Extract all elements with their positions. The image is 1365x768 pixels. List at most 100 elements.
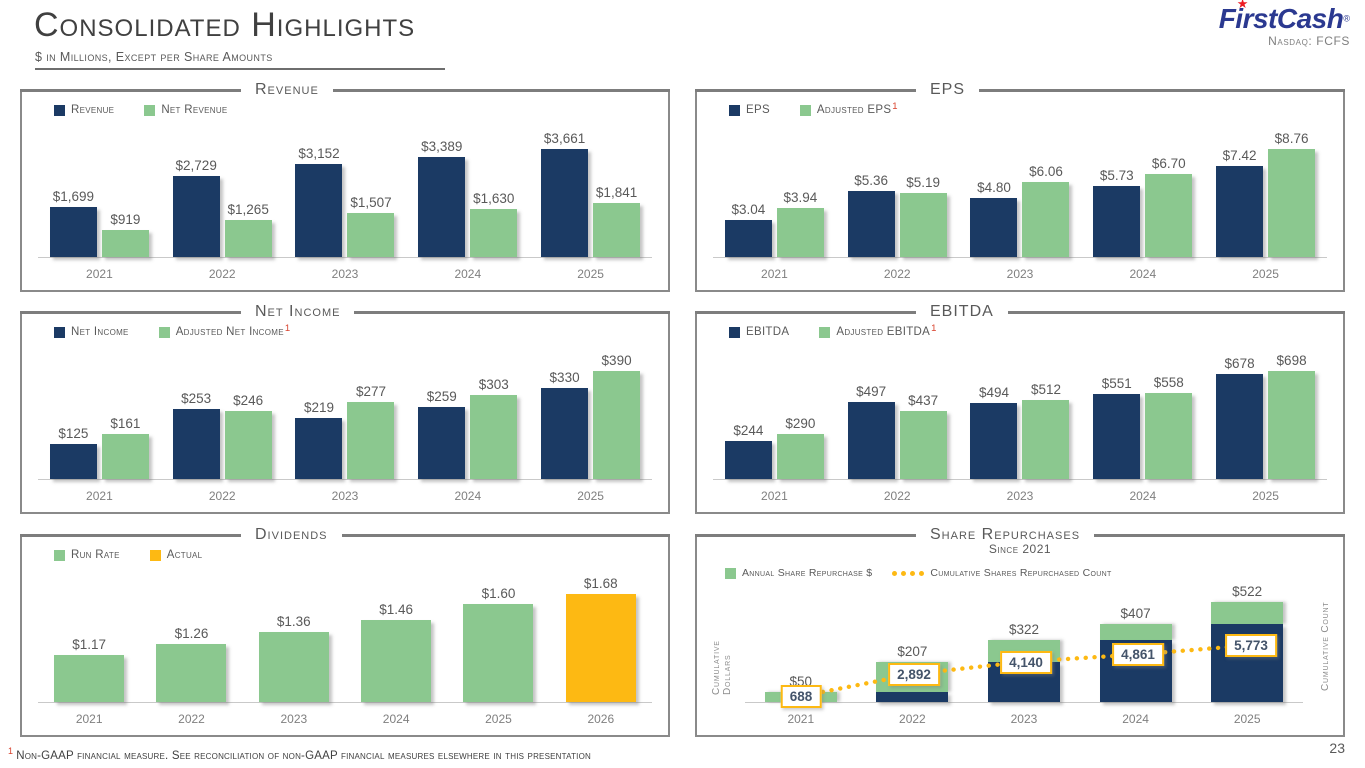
- year-label: 2022: [899, 712, 926, 726]
- plot-area: $125 $161 $253 $246 $219 $277 $259 $303 $330 $390: [38, 353, 652, 480]
- legend-label: Revenue: [71, 104, 115, 116]
- legend-swatch-icon: [54, 326, 65, 338]
- adjusted-net-income-bar: [470, 395, 518, 479]
- nasdaq-ticker-label: Nasdaq: FCFS: [1268, 34, 1350, 48]
- dividend-bar: [156, 644, 227, 702]
- legend-swatch-icon: [729, 104, 740, 116]
- bar-value-label: $303: [478, 377, 509, 392]
- year-label: 2024: [454, 267, 482, 281]
- net-revenue-bar: [470, 209, 518, 257]
- x-axis: 2021 2022 2023 2024 2025: [38, 489, 652, 503]
- legend-label: Adjusted EPS: [816, 104, 892, 116]
- year-label: 2022: [208, 267, 236, 281]
- bar-value-label: $558: [1153, 375, 1184, 390]
- bar-value-label: $3,389: [421, 139, 463, 154]
- y-axis-label-right: Cumulative Count: [1320, 601, 1331, 691]
- year-label: 2026: [587, 712, 615, 726]
- legend-label: Actual: [166, 549, 203, 561]
- bar-group: $1.68: [565, 576, 636, 702]
- bar-value-label: $207: [897, 644, 928, 659]
- bar-value-label: $512: [1030, 382, 1061, 397]
- page-subtitle: $ in Millions, Except per Share Amounts: [35, 50, 445, 70]
- year-label: 2023: [280, 712, 308, 726]
- legend-swatch-icon: [54, 549, 65, 561]
- legend-swatch-icon: [725, 567, 736, 579]
- year-label: 2025: [577, 489, 604, 503]
- bar-value-label: $1,630: [473, 191, 515, 206]
- adjusted-net-income-bar: [347, 402, 395, 479]
- bar-group: $1,699 $919: [49, 189, 149, 257]
- bar-value-label: $494: [978, 385, 1009, 400]
- year-label: 2025: [1252, 489, 1279, 503]
- plot-area: $244 $290 $497 $437 $494 $512 $551 $558 $678 $698: [713, 353, 1327, 480]
- cumulative-count-label: 4,140: [1000, 651, 1052, 674]
- bar-value-label: $5.19: [906, 175, 941, 190]
- net-revenue-bar: [593, 203, 641, 257]
- adjusted-eps-bar: [1022, 182, 1070, 257]
- year-label: 2023: [331, 267, 359, 281]
- bar-group: $4.80 $6.06: [970, 164, 1070, 257]
- star-icon: ★: [1236, 0, 1249, 11]
- x-axis: 2021 2022 2023 2024 2025 2026: [38, 712, 652, 726]
- bar-value-label: $5.36: [854, 173, 889, 188]
- adjusted-eps-bar: [776, 208, 824, 257]
- chart-legend: Annual Share Repurchase $ Cumulative Shar…: [725, 566, 1112, 580]
- header-rule-left: [20, 88, 241, 92]
- cumulative-count-label: 688: [780, 685, 822, 708]
- bar-value-label: $497: [856, 384, 887, 399]
- legend-item: EBITDA: [729, 326, 789, 338]
- bar-value-label: $277: [355, 384, 386, 399]
- ebitda-bar: [847, 402, 895, 479]
- year-label: 2022: [208, 489, 236, 503]
- legend-item: EPS: [729, 104, 770, 116]
- eps-bar: [847, 191, 895, 257]
- eps-bar: [970, 198, 1018, 257]
- bar-group: $551 $558: [1093, 375, 1193, 479]
- bar-value-label: $437: [908, 393, 939, 408]
- adjusted-ebitda-bar: [1268, 371, 1316, 479]
- legend-swatch-icon: [54, 104, 65, 116]
- bar-value-label: $7.42: [1222, 148, 1257, 163]
- chart-legend: Revenue Net Revenue: [54, 103, 228, 117]
- header-rule-left: [695, 88, 916, 92]
- cumulative-repurchase-bar: [876, 692, 949, 702]
- header-rule-left: [695, 310, 916, 314]
- page-title: Consolidated Highlights: [34, 6, 416, 44]
- header-rule-left: [20, 310, 241, 314]
- revenue-bar: [295, 164, 343, 257]
- bar-value-label: $259: [426, 389, 457, 404]
- revenue-bar: [172, 176, 220, 257]
- bar-group: $259 $303: [418, 377, 518, 479]
- chart-header: Dividends: [20, 525, 670, 545]
- dot-icon: [901, 570, 907, 576]
- dividend-bar: [361, 620, 432, 702]
- registered-mark: ®: [1343, 13, 1350, 24]
- header-rule-left: [20, 533, 241, 537]
- adjusted-net-income-bar: [101, 434, 149, 479]
- x-axis: 2021 2022 2023 2024 2025: [713, 489, 1327, 503]
- footnote-marker: 1: [931, 322, 937, 334]
- bar-value-label: $330: [549, 370, 580, 385]
- year-label: 2024: [1122, 712, 1149, 726]
- footnote-marker: 1: [8, 746, 14, 756]
- dividend-bar: [54, 655, 125, 702]
- legend-label: Net Revenue: [161, 104, 228, 116]
- plot-area: $1,699 $919 $2,729 $1,265 $3,152 $1,507 $3,389…: [38, 131, 652, 258]
- year-label: 2024: [454, 489, 482, 503]
- bar-group: $219 $277: [295, 384, 395, 479]
- bar-value-label: $1.36: [276, 614, 311, 629]
- ebitda-bar: [970, 403, 1018, 479]
- bar-value-label: $1.26: [174, 626, 209, 641]
- net-revenue-bar: [101, 230, 149, 257]
- legend-swatch-icon: [799, 104, 811, 116]
- eps-bar: [724, 220, 772, 257]
- bar-group: $678 $698: [1216, 353, 1316, 479]
- net-revenue-bar: [224, 220, 272, 257]
- cumulative-count-label: 5,773: [1225, 634, 1277, 657]
- year-label: 2023: [1010, 712, 1038, 726]
- legend-swatch-icon: [729, 326, 740, 338]
- chart-title: EBITDA: [930, 303, 994, 320]
- chart-title: Net Income: [255, 303, 341, 320]
- bar-value-label: $3,661: [543, 131, 586, 146]
- year-label: 2024: [382, 712, 410, 726]
